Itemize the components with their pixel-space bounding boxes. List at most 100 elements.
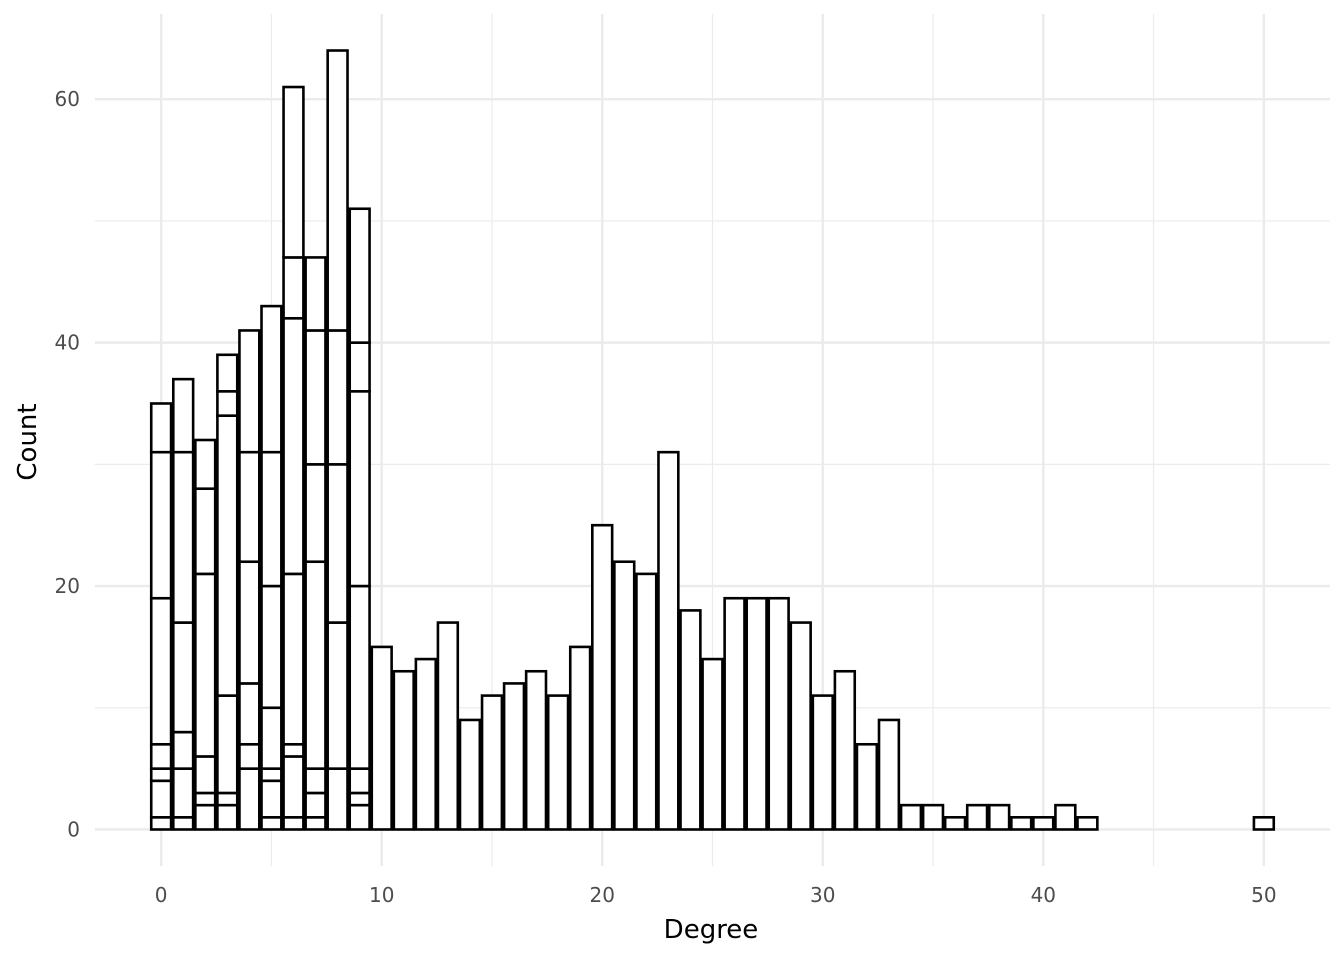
histogram-bar-segment — [282, 742, 305, 758]
histogram-bar-segment — [921, 803, 945, 831]
histogram-bar-segment — [767, 596, 790, 831]
histogram-bar-segment — [260, 450, 283, 588]
histogram-bar-segment — [458, 718, 482, 831]
histogram-bar-segment — [194, 791, 217, 807]
histogram-bar-segment — [260, 706, 283, 770]
histogram-bar-segment — [348, 584, 371, 770]
histogram-bar-segment — [524, 669, 548, 831]
histogram-bar-segment — [546, 694, 570, 831]
histogram-bar-segment — [216, 791, 239, 807]
histogram-bar-segment — [987, 803, 1011, 831]
histogram-bar-segment — [1010, 816, 1033, 831]
x-tick-label: 20 — [590, 883, 615, 907]
histogram-bar-segment — [789, 621, 812, 831]
histogram-bar-segment — [657, 450, 680, 831]
histogram-bar-segment — [370, 645, 393, 831]
histogram-bar-segment — [304, 560, 327, 770]
histogram-bar-segment — [149, 816, 173, 831]
x-tick-label: 10 — [369, 883, 394, 907]
histogram-bar-segment — [943, 816, 967, 831]
histogram-bar-segment — [899, 803, 923, 831]
histogram-bar-segment — [723, 596, 746, 831]
histogram-bar-segment — [194, 803, 217, 831]
x-axis-title: Degree — [664, 915, 759, 945]
histogram-bar-segment — [480, 694, 504, 831]
histogram-bar-segment — [238, 329, 261, 454]
histogram-bar-segment — [260, 304, 283, 454]
histogram-bar-segment — [326, 767, 349, 831]
histogram-bar-segment — [149, 767, 173, 783]
histogram-bar-segment — [282, 572, 305, 746]
histogram-bar-segment — [171, 377, 195, 454]
y-tick-label: 40 — [55, 331, 80, 355]
histogram-bar-segment — [348, 341, 371, 393]
histogram-bar-segment — [502, 682, 526, 831]
histogram-bar-segment — [149, 779, 173, 819]
histogram-bar-segment — [348, 207, 371, 344]
histogram-bar-segment — [149, 596, 173, 746]
y-tick-labels: 0 20 40 60 — [55, 87, 80, 841]
histogram-bar-segment — [238, 767, 261, 831]
bars — [149, 49, 1276, 831]
histogram-bar-segment — [304, 816, 327, 831]
histogram-bar-segment — [745, 596, 768, 831]
histogram-bar-segment — [216, 353, 239, 393]
histogram-bar-segment — [194, 755, 217, 795]
histogram-bar-segment — [635, 572, 658, 831]
histogram-bar-segment — [1076, 816, 1099, 831]
histogram-bar-segment — [304, 463, 327, 564]
histogram-bar-segment — [304, 791, 327, 819]
histogram-bar-segment — [171, 767, 195, 819]
histogram-bar-segment — [348, 791, 371, 807]
histogram-bar-segment — [282, 816, 305, 831]
histogram-bar-segment — [833, 669, 857, 831]
histogram-bar-segment — [304, 767, 327, 795]
histogram-bar-segment — [171, 730, 195, 770]
histogram-bar-segment — [238, 450, 261, 564]
histogram-bar-segment — [171, 621, 195, 734]
x-tick-labels: 0 10 20 30 40 50 — [155, 883, 1277, 907]
histogram-bar-segment — [216, 803, 239, 831]
histogram-bar-segment — [1032, 816, 1055, 831]
x-tick-label: 40 — [1031, 883, 1056, 907]
histogram-bar-segment — [877, 718, 901, 831]
histogram-bar-segment — [855, 742, 879, 831]
x-tick-label: 0 — [155, 883, 168, 907]
histogram-bar-segment — [149, 450, 173, 600]
histogram-bar-segment — [238, 560, 261, 685]
histogram-bar-segment — [260, 767, 283, 783]
histogram-bar-segment — [304, 329, 327, 466]
histogram-bar-segment — [282, 256, 305, 320]
histogram-bar-segment — [436, 621, 460, 831]
histogram-bar-segment — [568, 645, 592, 831]
histogram-bar-segment — [811, 694, 834, 831]
x-tick-label: 50 — [1251, 883, 1276, 907]
histogram-bar-segment — [260, 816, 283, 831]
histogram-bar-segment — [414, 657, 438, 831]
histogram-bar-segment — [591, 523, 614, 831]
grid-major — [95, 14, 1330, 866]
histogram-bar-segment — [348, 767, 371, 795]
histogram-bar-segment — [194, 487, 217, 576]
histogram-bar-segment — [216, 694, 239, 795]
histogram-bar-segment — [282, 85, 305, 259]
histogram-bar-segment — [149, 402, 173, 454]
histogram-bar-segment — [282, 755, 305, 819]
histogram-bar-segment — [171, 450, 195, 624]
histogram-bar-segment — [194, 572, 217, 758]
histogram-bar-segment — [348, 803, 371, 831]
histogram-bar-segment — [392, 669, 415, 831]
histogram-bar-segment — [282, 316, 305, 576]
histogram-bar-segment — [238, 682, 261, 746]
histogram-bar-segment — [149, 742, 173, 770]
x-tick-label: 30 — [810, 883, 835, 907]
histogram-bar-segment — [613, 560, 636, 831]
histogram-bar-segment — [965, 803, 989, 831]
histogram-bar-segment — [194, 438, 217, 490]
histogram-bar-segment — [701, 657, 724, 831]
histogram-bar-segment — [216, 414, 239, 697]
histogram-bar-segment — [326, 621, 349, 770]
histogram-bar-segment — [260, 779, 283, 819]
histogram-bar-segment — [679, 609, 702, 831]
